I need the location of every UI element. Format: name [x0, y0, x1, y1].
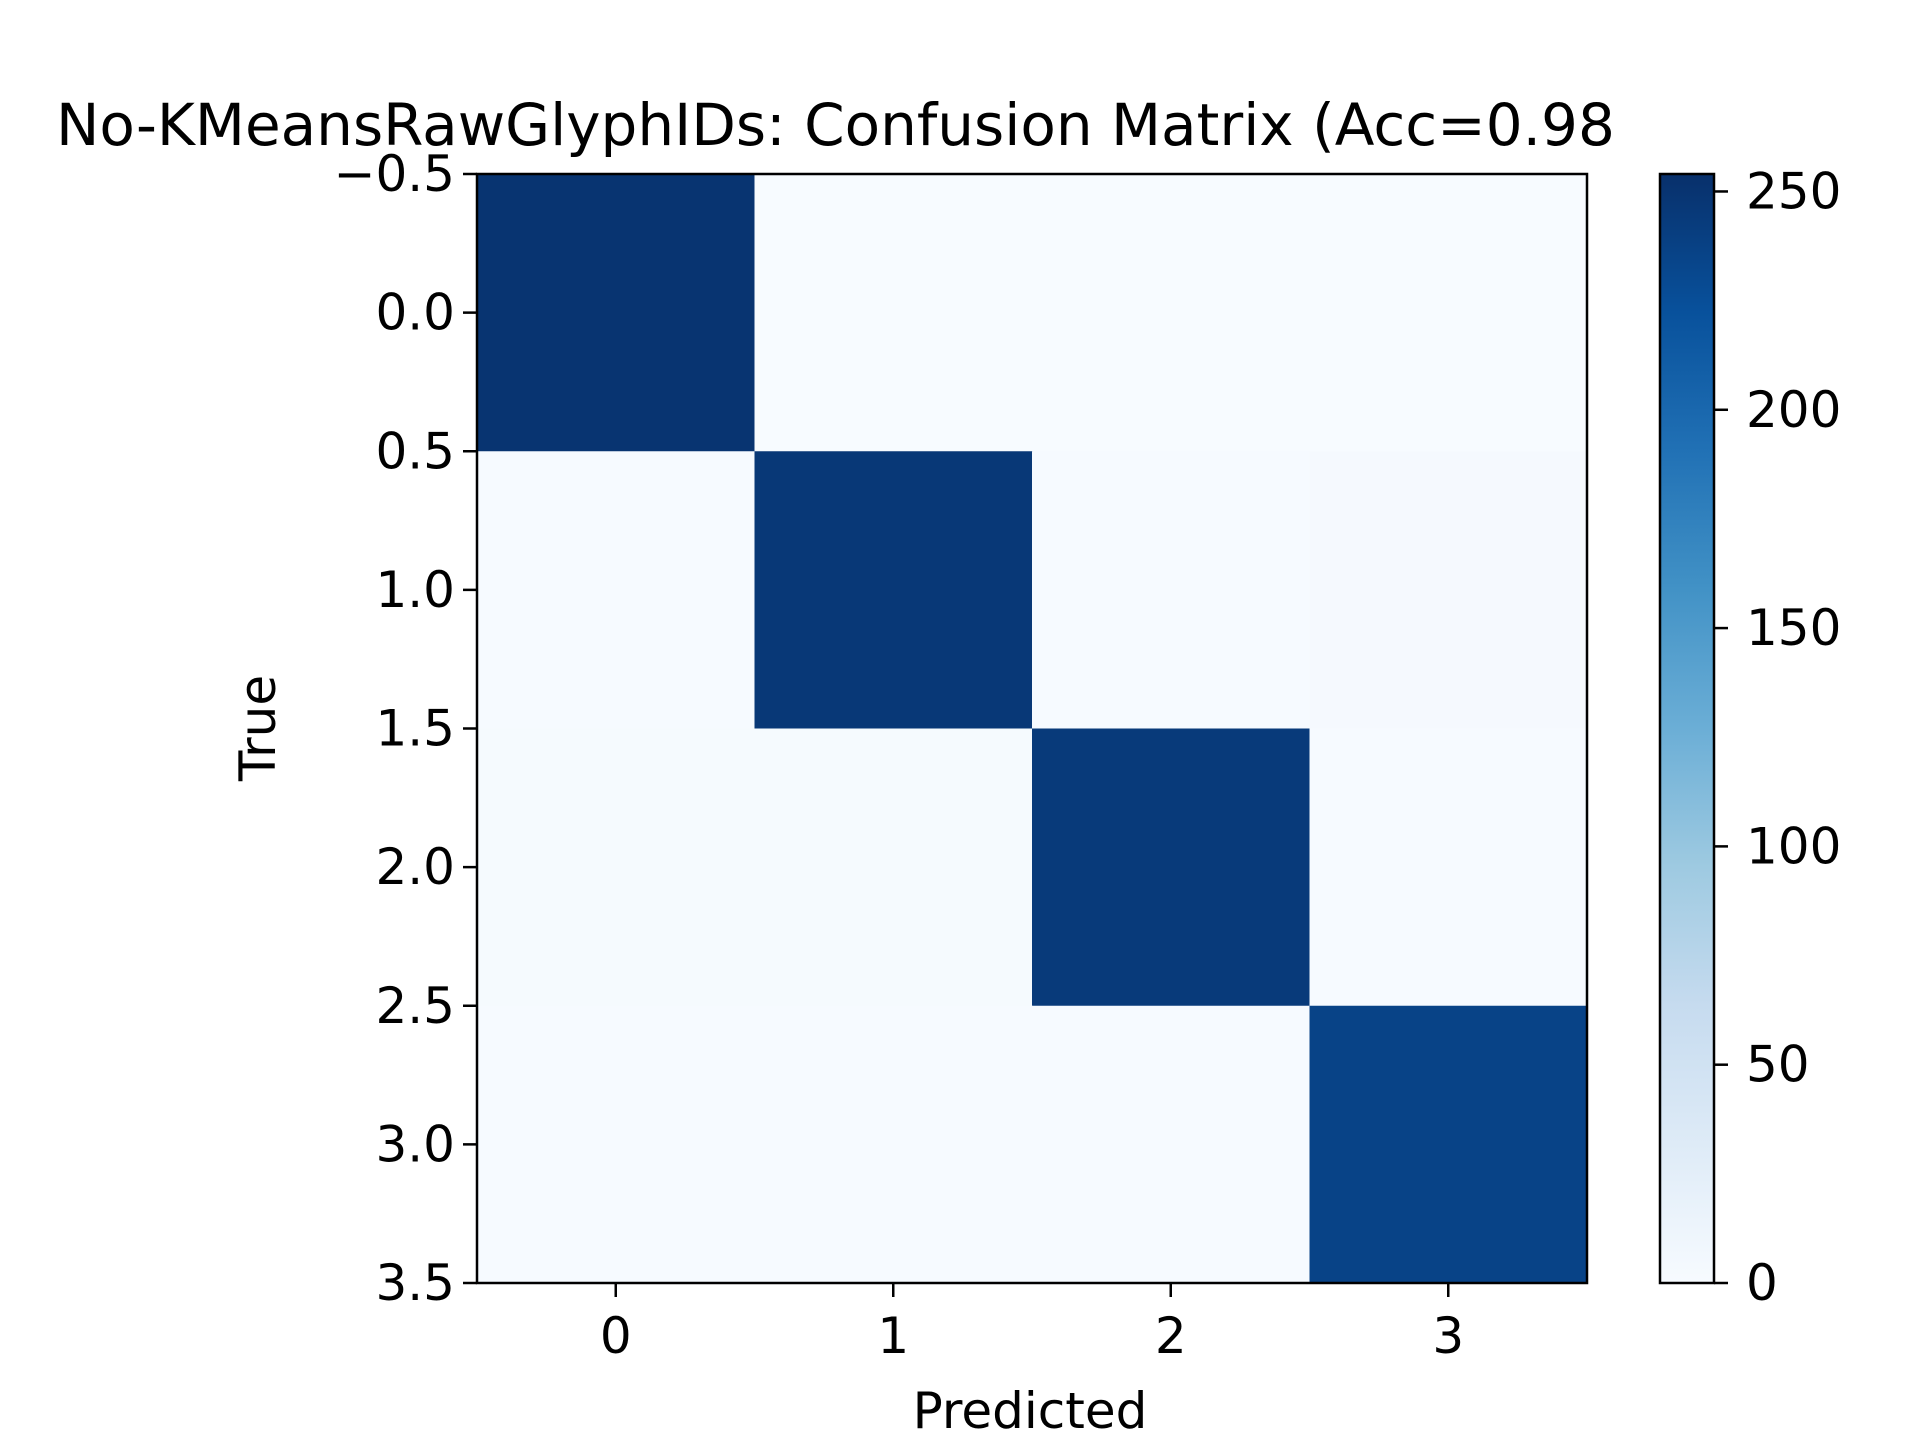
- y-tick-label: 2.5: [375, 977, 455, 1035]
- colorbar-tick-label: 100: [1746, 817, 1841, 875]
- y-axis-label: True: [229, 675, 287, 782]
- y-tick-label: 1.5: [375, 700, 455, 758]
- x-tick-label: 1: [877, 1307, 909, 1365]
- x-tick-label: 0: [600, 1307, 632, 1365]
- x-axis-label: Predicted: [913, 1382, 1148, 1440]
- heatmap-cell-1-2: [1032, 451, 1311, 730]
- heatmap-cell-2-1: [754, 728, 1033, 1007]
- heatmap-cells: [477, 174, 1588, 1284]
- colorbar-tick-label: 250: [1746, 162, 1841, 220]
- y-axis-ticks: −0.5 0.0 0.5 1.0 1.5 2.0 2.5 3.0 3.5: [334, 145, 477, 1312]
- y-tick-label: 3.0: [375, 1115, 455, 1173]
- x-axis-ticks: 0 1 2 3: [600, 1283, 1464, 1365]
- heatmap-cell-3-0: [477, 1005, 756, 1284]
- y-tick-label: 0.0: [375, 284, 455, 342]
- heatmap-cell-2-3: [1309, 728, 1588, 1007]
- heatmap-cell-0-2: [1032, 174, 1311, 452]
- colorbar-tick-label: 50: [1746, 1036, 1810, 1094]
- heatmap-cell-3-2: [1032, 1005, 1311, 1284]
- heatmap-cell-1-3: [1309, 451, 1588, 730]
- heatmap-cell-1-1: [754, 451, 1033, 730]
- colorbar-tick-label: 200: [1746, 381, 1841, 439]
- colorbar-ticks: 0 50 100 150 200 250: [1714, 162, 1841, 1312]
- heatmap-cell-3-3: [1309, 1005, 1588, 1284]
- heatmap-cell-0-3: [1309, 174, 1588, 452]
- heatmap-cell-3-1: [754, 1005, 1033, 1284]
- heatmap-cell-1-0: [477, 451, 756, 730]
- x-tick-label: 2: [1155, 1307, 1187, 1365]
- colorbar: [1658, 172, 1716, 1285]
- y-tick-label: 2.0: [375, 838, 455, 896]
- heatmap-cell-0-1: [754, 174, 1033, 452]
- y-tick-label: 3.5: [375, 1254, 455, 1312]
- x-tick-label: 3: [1432, 1307, 1464, 1365]
- heatmap-cell-0-0: [477, 174, 756, 452]
- y-tick-label: 0.5: [375, 422, 455, 480]
- heatmap-cell-2-2: [1032, 728, 1311, 1007]
- y-tick-label: 1.0: [375, 561, 455, 619]
- colorbar-tick-label: 0: [1746, 1254, 1778, 1312]
- heatmap-cell-2-0: [477, 728, 756, 1007]
- colorbar-tick-label: 150: [1746, 599, 1841, 657]
- chart-title: No-KMeansRawGlyphIDs: Confusion Matrix (…: [56, 91, 1615, 159]
- y-tick-label: −0.5: [334, 145, 455, 203]
